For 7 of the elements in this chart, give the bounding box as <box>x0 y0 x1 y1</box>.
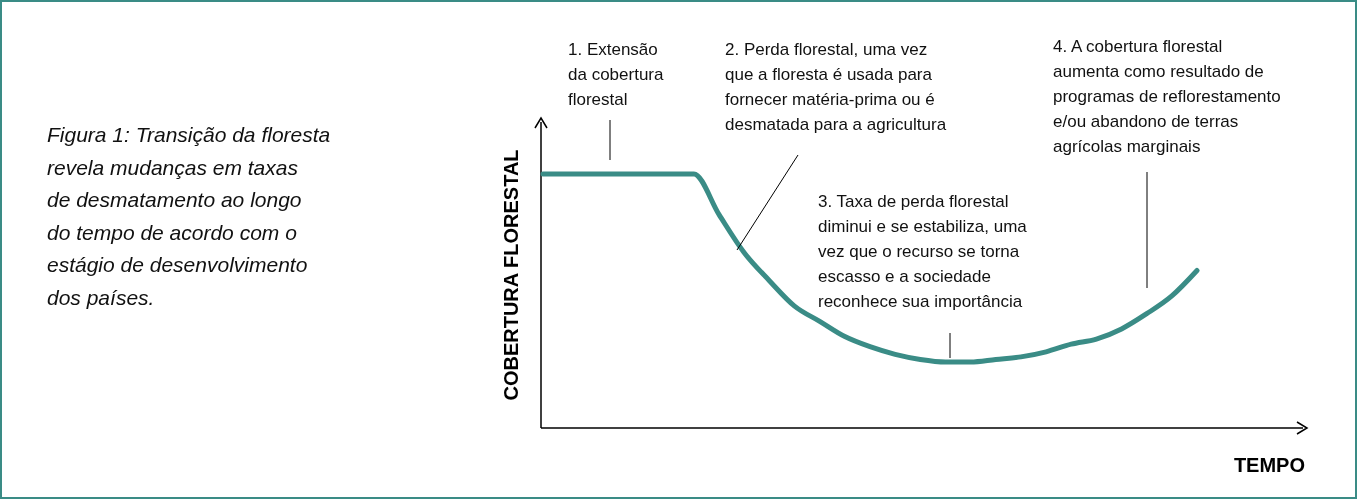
x-axis-title: TEMPO <box>1233 454 1305 476</box>
text: 2. Perda florestal, uma vez que a floresta é usada para fornecer matéria-prima ou é desmatada para a agricultura <box>725 40 947 134</box>
y-axis-title: COBERTURA FLORESTAL <box>500 149 522 401</box>
text: 4. A cobertura florestal aumenta como resultado de programas de reflorestamento e/ou abandono de terras agrícolas marginais <box>1053 37 1281 156</box>
annotation: 3. Taxa de perda florestal diminui e se estabiliza, uma vez que o recurso se torna escasso e a sociedade reconhece sua importância <box>818 192 1028 311</box>
text: Figura 1: Transição da floresta revela mudanças em taxas de desmatamento ao longo do tempo de acordo com o estágio de desenvolvimento dos países. <box>47 123 331 309</box>
text: 1. Extensão da cobertura florestal <box>568 40 664 109</box>
